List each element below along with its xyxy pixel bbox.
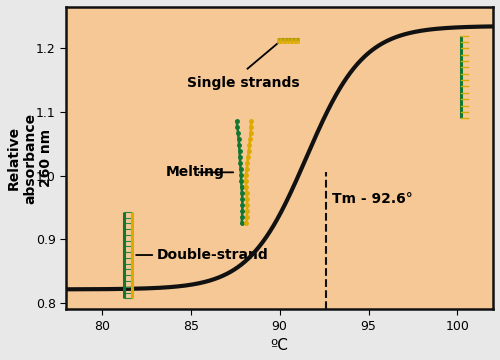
Text: Single strands: Single strands — [187, 76, 300, 90]
Text: Double-strand: Double-strand — [157, 248, 268, 262]
Text: Melting: Melting — [166, 165, 224, 179]
Y-axis label: Relative
absorbance
260 nm: Relative absorbance 260 nm — [7, 112, 54, 203]
Text: Tm - 92.6°: Tm - 92.6° — [332, 192, 413, 206]
X-axis label: ºC: ºC — [270, 338, 288, 353]
